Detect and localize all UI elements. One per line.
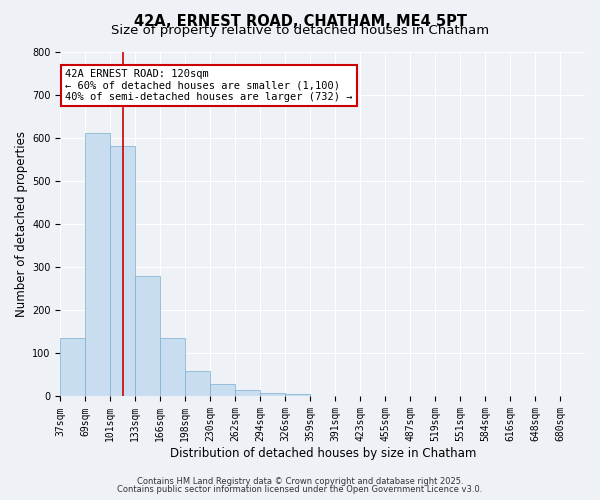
Y-axis label: Number of detached properties: Number of detached properties: [15, 131, 28, 317]
Bar: [260, 393, 285, 396]
Text: Contains public sector information licensed under the Open Government Licence v3: Contains public sector information licen…: [118, 485, 482, 494]
Bar: [136, 276, 160, 396]
Bar: [160, 338, 185, 396]
Bar: [185, 372, 210, 396]
Text: 42A, ERNEST ROAD, CHATHAM, ME4 5PT: 42A, ERNEST ROAD, CHATHAM, ME4 5PT: [133, 14, 467, 29]
Text: Contains HM Land Registry data © Crown copyright and database right 2025.: Contains HM Land Registry data © Crown c…: [137, 477, 463, 486]
Bar: [110, 146, 136, 396]
Text: Size of property relative to detached houses in Chatham: Size of property relative to detached ho…: [111, 24, 489, 37]
Bar: [210, 384, 235, 396]
X-axis label: Distribution of detached houses by size in Chatham: Distribution of detached houses by size …: [170, 447, 476, 460]
Bar: [61, 338, 85, 396]
Bar: [235, 390, 260, 396]
Bar: [285, 394, 310, 396]
Text: 42A ERNEST ROAD: 120sqm
← 60% of detached houses are smaller (1,100)
40% of semi: 42A ERNEST ROAD: 120sqm ← 60% of detache…: [65, 68, 352, 102]
Bar: [85, 134, 110, 396]
